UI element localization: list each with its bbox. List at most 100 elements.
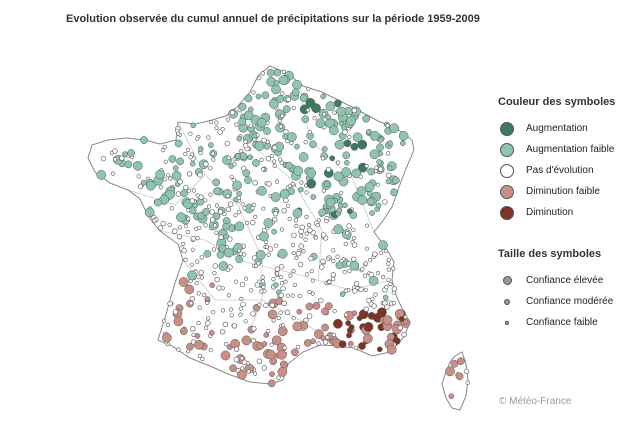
- station-symbol: [336, 106, 346, 117]
- station-symbol: [346, 332, 352, 339]
- station-symbol: [194, 281, 199, 286]
- station-symbol: [315, 118, 326, 129]
- station-symbol: [257, 302, 262, 307]
- station-symbol: [186, 349, 191, 354]
- station-symbol: [167, 301, 173, 307]
- station-symbol: [344, 159, 350, 166]
- station-symbol: [279, 281, 285, 286]
- station-symbol: [236, 210, 242, 215]
- station-symbol: [294, 223, 299, 229]
- station-symbol: [369, 210, 375, 216]
- station-symbol: [162, 318, 167, 323]
- station-symbol: [263, 127, 271, 135]
- station-symbol: [238, 102, 247, 111]
- station-symbol: [303, 140, 308, 145]
- station-symbol: [285, 96, 292, 103]
- station-symbol: [388, 282, 393, 287]
- station-symbol: [463, 368, 470, 375]
- station-symbol: [291, 232, 297, 239]
- station-symbol: [358, 342, 366, 350]
- station-symbol: [169, 206, 174, 211]
- station-symbol: [234, 279, 239, 284]
- station-symbol: [306, 313, 313, 319]
- station-symbol: [261, 206, 266, 211]
- station-symbol: [203, 161, 209, 167]
- station-symbol: [378, 240, 388, 250]
- station-symbol: [290, 181, 295, 186]
- station-symbol: [222, 222, 230, 231]
- station-symbol: [390, 188, 398, 197]
- station-symbol: [350, 142, 359, 151]
- station-symbol: [186, 208, 191, 213]
- station-symbol: [208, 192, 213, 197]
- station-symbol: [209, 209, 215, 215]
- station-symbol: [202, 292, 207, 298]
- station-symbol: [269, 342, 274, 347]
- station-symbol: [222, 321, 229, 327]
- station-symbol: [225, 193, 230, 199]
- station-symbol: [119, 155, 125, 161]
- station-symbol: [367, 167, 376, 176]
- station-symbol: [319, 264, 325, 270]
- station-symbol: [292, 282, 298, 287]
- station-symbol: [171, 170, 182, 181]
- legend-item-augmentation: Augmentation: [498, 118, 615, 139]
- station-symbol: [176, 347, 181, 352]
- station-symbol: [223, 247, 234, 258]
- station-symbol: [190, 326, 196, 332]
- station-symbol: [282, 345, 287, 350]
- station-symbol: [363, 287, 369, 292]
- station-symbol: [136, 174, 141, 179]
- station-symbol: [272, 144, 278, 151]
- station-symbol: [267, 246, 274, 252]
- station-symbol: [282, 105, 291, 113]
- station-symbol: [233, 213, 238, 218]
- station-symbol: [320, 156, 326, 161]
- station-symbol: [203, 249, 212, 258]
- station-symbol: [197, 145, 204, 152]
- station-symbol: [363, 333, 373, 344]
- station-symbol: [367, 312, 376, 320]
- station-symbol: [307, 222, 312, 228]
- station-symbol: [239, 356, 244, 361]
- station-symbol: [225, 206, 232, 213]
- station-symbol: [348, 324, 355, 330]
- station-symbol: [291, 316, 296, 321]
- station-symbol: [346, 115, 357, 126]
- station-symbol: [288, 273, 293, 278]
- station-symbol: [445, 366, 455, 377]
- station-symbol: [306, 178, 317, 189]
- station-symbol: [220, 329, 226, 335]
- station-symbol: [195, 193, 200, 198]
- station-symbol: [240, 366, 245, 371]
- copyright-credit: © Météo-France: [499, 396, 572, 407]
- station-symbol: [269, 153, 275, 159]
- station-symbol: [279, 189, 290, 199]
- station-symbol: [292, 208, 303, 219]
- station-symbol: [214, 203, 220, 208]
- station-symbol: [281, 300, 287, 306]
- station-symbol: [208, 329, 215, 336]
- station-symbol: [325, 335, 330, 340]
- legend-label: Confiance faible: [526, 317, 598, 328]
- station-symbol: [320, 232, 327, 238]
- station-symbol: [244, 94, 253, 103]
- station-symbol: [287, 216, 292, 222]
- station-symbol: [205, 320, 211, 326]
- station-symbol: [254, 141, 265, 151]
- station-symbol: [285, 293, 290, 298]
- station-symbol: [312, 116, 317, 121]
- station-symbol: [364, 246, 370, 251]
- station-symbol: [158, 185, 163, 190]
- station-symbol: [209, 282, 216, 289]
- station-symbol: [375, 271, 381, 276]
- station-symbol: [316, 341, 321, 346]
- station-symbol: [212, 178, 220, 187]
- station-symbol: [324, 181, 330, 188]
- station-symbol: [310, 194, 317, 200]
- station-symbol: [456, 357, 465, 366]
- station-symbol: [220, 350, 231, 361]
- legend-item-confiance-elevee: Confiance élevée: [498, 270, 613, 291]
- map-title: Evolution observée du cumul annuel de pr…: [66, 13, 480, 25]
- station-symbol: [228, 307, 233, 312]
